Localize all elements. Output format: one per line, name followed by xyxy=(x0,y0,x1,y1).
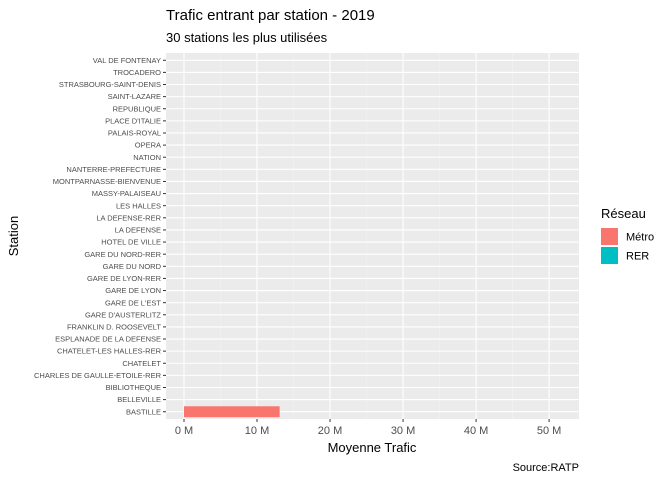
y-tick-label: PLACE D'ITALIE xyxy=(105,116,161,125)
x-tick-label: 10 M xyxy=(245,425,269,437)
chart-caption: Source:RATP xyxy=(513,462,579,474)
legend-title: Réseau xyxy=(601,206,646,221)
y-tick-label: LA DEFENSE xyxy=(115,226,161,235)
y-tick-label: MONTPARNASSE-BIENVENUE xyxy=(53,177,161,186)
y-tick-label: GARE DU NORD xyxy=(103,262,162,271)
y-axis-ticks: BASTILLE BELLEVILLE BIBLIOTHEQUE CHARLES DE… xyxy=(34,56,166,416)
legend: Réseau Métro RER xyxy=(601,206,654,264)
y-tick-label: CHATELET-LES HALLES-RER xyxy=(57,347,162,356)
y-tick-label: TROCADERO xyxy=(113,68,161,77)
y-tick-label: GARE D'AUSTERLITZ xyxy=(85,310,161,319)
y-tick-label: GARE DU NORD-RER xyxy=(84,250,161,259)
x-tick-label: 0 M xyxy=(175,425,193,437)
y-tick-label: BASTILLE xyxy=(126,407,161,416)
y-tick-label: VAL DE FONTENAY xyxy=(93,56,161,65)
y-tick-label: STRASBOURG-SAINT-DENIS xyxy=(59,80,161,89)
y-tick-label: BELLEVILLE xyxy=(117,395,161,404)
minor-gridlines xyxy=(220,53,513,419)
y-tick-label: OPERA xyxy=(135,141,161,150)
chart-title: Trafic entrant par station - 2019 xyxy=(166,7,375,24)
x-axis-ticks: 0 M 10 M 20 M 30 M 40 M 50 M xyxy=(175,419,561,437)
chart-subtitle: 30 stations les plus utilisées xyxy=(166,30,328,45)
y-tick-label: MASSY-PALAISEAU xyxy=(92,189,161,198)
y-tick-label: HOTEL DE VILLE xyxy=(101,238,161,247)
bar-bastille xyxy=(184,406,280,418)
y-tick-label: GARE DE LYON-RER xyxy=(87,274,162,283)
y-tick-label: NANTERRE-PREFECTURE xyxy=(66,165,161,174)
legend-key xyxy=(601,247,618,264)
bars xyxy=(184,406,280,418)
y-axis-label: Station xyxy=(6,216,21,256)
x-tick-label: 40 M xyxy=(464,425,488,437)
y-tick-label: CHARLES DE GAULLE-ETOILE-RER xyxy=(34,371,162,380)
y-tick-label: PALAIS-ROYAL xyxy=(108,129,161,138)
y-tick-label: CHATELET xyxy=(122,359,161,368)
legend-label: RER xyxy=(626,251,649,263)
x-axis-label: Moyenne Trafic xyxy=(328,440,417,455)
x-tick-label: 20 M xyxy=(318,425,342,437)
plot-panel xyxy=(166,53,579,419)
y-tick-label: LA DEFENSE-RER xyxy=(96,213,161,222)
y-tick-label: GARE DE LYON xyxy=(105,286,161,295)
y-tick-label: GARE DE L'EST xyxy=(105,298,161,307)
y-tick-label: SAINT-LAZARE xyxy=(108,92,161,101)
y-tick-label: REPUBLIQUE xyxy=(113,104,161,113)
x-tick-label: 50 M xyxy=(537,425,561,437)
y-tick-label: FRANKLIN D. ROOSEVELT xyxy=(67,322,161,331)
y-tick-label: LES HALLES xyxy=(116,201,161,210)
legend-label: Métro xyxy=(626,232,654,244)
y-tick-label: BIBLIOTHEQUE xyxy=(106,383,161,392)
y-tick-label: NATION xyxy=(133,153,161,162)
legend-key xyxy=(601,228,618,245)
y-tick-label: ESPLANADE DE LA DEFENSE xyxy=(55,335,161,344)
x-tick-label: 30 M xyxy=(391,425,415,437)
